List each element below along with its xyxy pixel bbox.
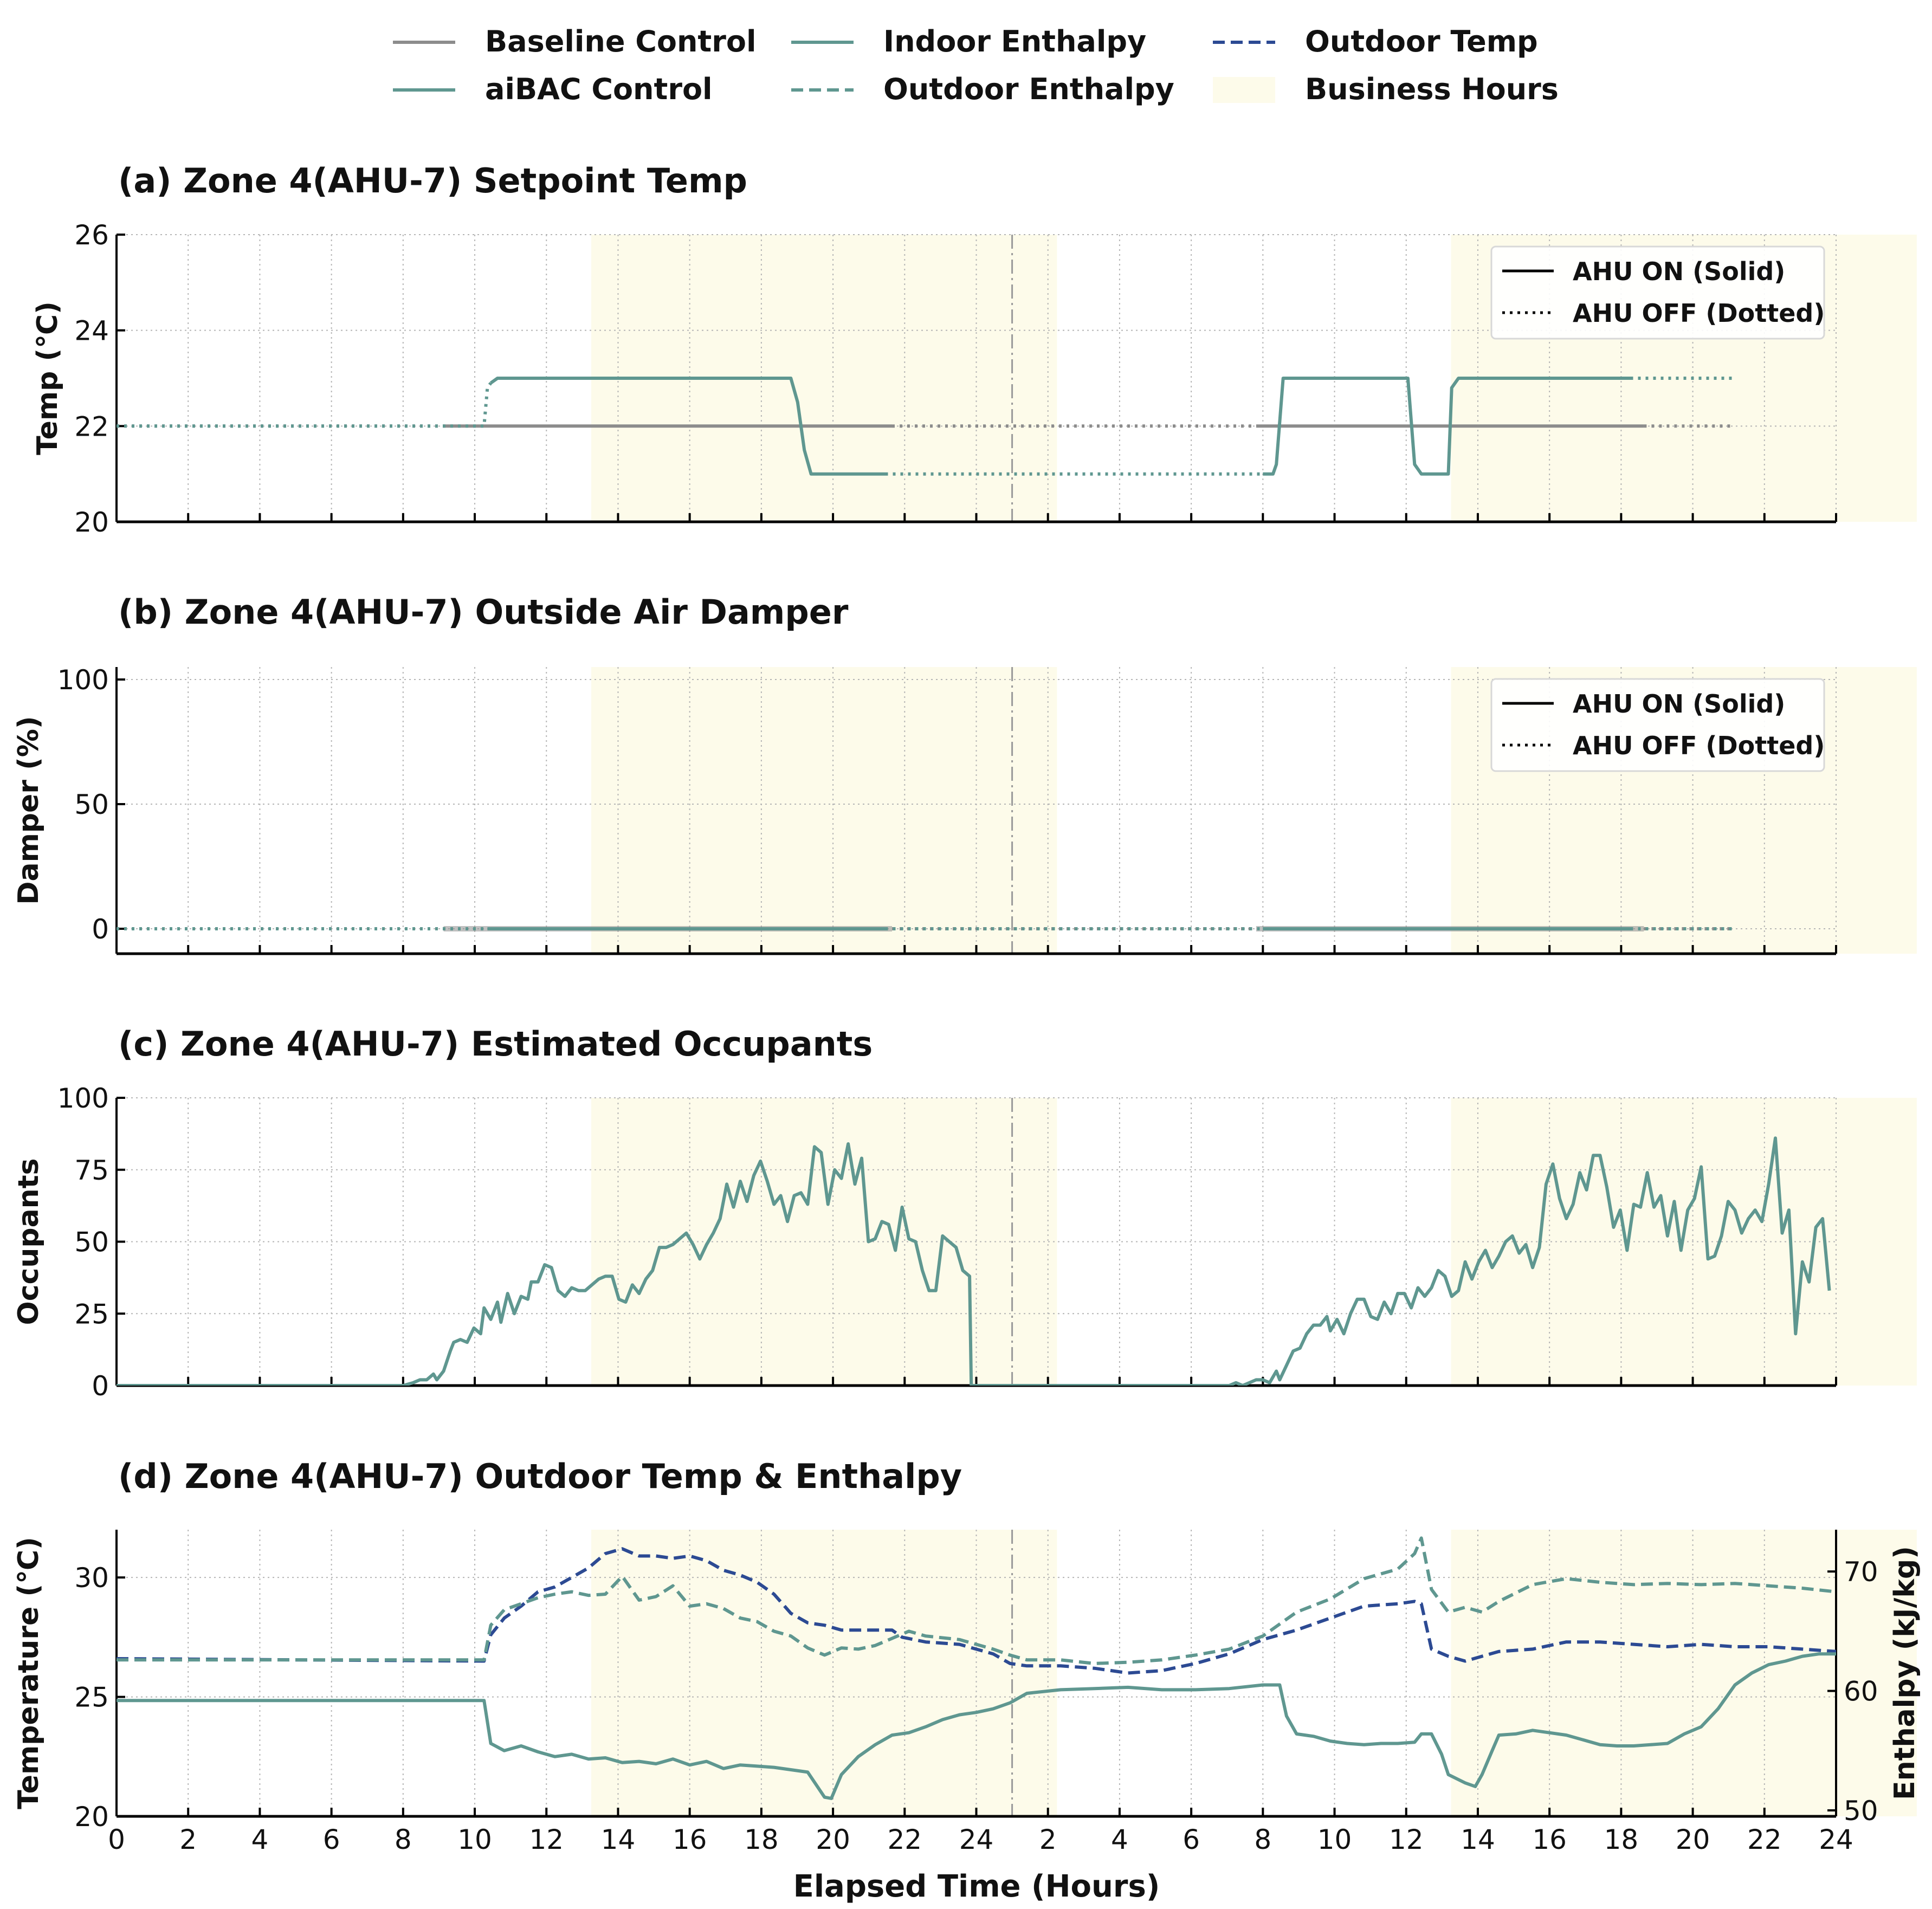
x-tick-label: 16 [1532,1824,1567,1855]
legend-swatch [1213,77,1275,103]
ahu-off-label: AHU OFF (Dotted) [1573,731,1825,760]
series-line-aibac-control [1263,377,1631,476]
series-line-aibac-control [489,377,886,476]
legend-label: Indoor Enthalpy [883,24,1146,59]
x-tick-label: 14 [1461,1824,1495,1855]
legend-item: Business Hours [1213,72,1559,106]
x-tick-label: 2 [1039,1824,1057,1855]
y-tick-label: 22 [74,411,109,442]
legend-label: aiBAC Control [485,72,713,106]
panel-title: (b) Zone 4(AHU-7) Outside Air Damper [118,592,849,632]
y-axis-label: Damper (%) [12,716,45,904]
y-tick-label: 0 [92,914,109,945]
x-tick-label: 12 [1389,1824,1424,1855]
legend-item: Baseline Control [393,24,756,59]
ahu-legend: AHU ON (Solid) AHU OFF (Dotted) [1490,245,1825,340]
x-tick-label: 18 [1604,1824,1639,1855]
x-tick-label: 4 [251,1824,269,1855]
y-tick-label-right: 60 [1844,1676,1878,1707]
x-tick-label: 24 [1819,1824,1853,1855]
legend-label: Baseline Control [485,24,756,59]
x-axis-label: Elapsed Time (Hours) [793,1869,1160,1904]
ahu-off-label: AHU OFF (Dotted) [1573,299,1825,328]
x-tick-label: 10 [457,1824,492,1855]
y-tick-label: 25 [74,1298,109,1330]
x-tick-label: 6 [1183,1824,1200,1855]
y-tick-label: 30 [74,1562,109,1594]
legend-item: Outdoor Temp [1213,24,1538,59]
panel-title: (c) Zone 4(AHU-7) Estimated Occupants [118,1024,873,1064]
x-tick-label: 16 [673,1824,707,1855]
y-tick-label: 20 [74,507,109,538]
ahu-legend-box [1490,245,1825,340]
legend-label: Outdoor Temp [1305,24,1538,59]
series-line-outdoor-temp [117,1547,1836,1675]
y-tick-label: 100 [57,1083,109,1114]
series-group [117,377,1735,476]
y-tick-label: 50 [74,1227,109,1258]
ahu-on-label: AHU ON (Solid) [1573,257,1785,286]
y-tick-label: 0 [92,1370,109,1402]
legend-label: Outdoor Enthalpy [883,72,1174,106]
x-tick-label: 22 [1747,1824,1782,1855]
series-group [117,1536,1836,1800]
x-tick-label: 2 [179,1824,197,1855]
x-tick-label: 20 [816,1824,850,1855]
x-tick-label: 14 [601,1824,636,1855]
chart-panel: 0 50 100 (b) Zone 4(AHU-7) Outside Air Damp… [12,592,1917,955]
series-line-aibac-control [117,382,493,428]
x-tick-label: 0 [108,1824,125,1855]
business-hours-band [591,1530,1057,1816]
y-tick-label: 26 [74,219,109,251]
series-group [117,1136,1831,1386]
panel-title: (d) Zone 4(AHU-7) Outdoor Temp & Enthalp… [118,1457,962,1496]
x-tick-label: 10 [1317,1824,1352,1855]
y-axis-label: Occupants [12,1158,45,1325]
x-tick-label: 18 [744,1824,779,1855]
y-tick-label: 24 [74,315,109,347]
y-tick-label: 50 [74,789,109,820]
x-tick-label: 8 [395,1824,412,1855]
y-tick-label-right: 50 [1844,1795,1878,1827]
legend: Baseline Control aiBAC Control Indoor Enth… [393,24,1559,106]
x-tick-label: 6 [323,1824,340,1855]
ahu-legend: AHU ON (Solid) AHU OFF (Dotted) [1490,678,1825,772]
x-tick-label: 24 [959,1824,994,1855]
y-axis-label-right: Enthalpy (kJ/kg) [1889,1546,1921,1800]
series-line-indoor-enthalpy [117,1652,1836,1800]
y-axis-label: Temp (℃) [31,301,64,455]
y-axis-label: Temperature (℃) [12,1537,45,1809]
y-tick-label: 100 [57,664,109,696]
x-tick-label: 12 [529,1824,564,1855]
legend-item: Outdoor Enthalpy [791,72,1174,106]
x-tick-label: 20 [1676,1824,1710,1855]
y-tick-label: 25 [74,1682,109,1713]
y-tick-label: 20 [74,1801,109,1833]
series-line-outdoor-enthalpy [117,1536,1836,1665]
x-tick-label: 4 [1111,1824,1128,1855]
ahu-legend-box [1490,678,1825,772]
series-line-aibac-control [117,1136,1831,1386]
y-tick-label-right: 70 [1844,1556,1878,1588]
x-tick-label: 8 [1254,1824,1271,1855]
y-tick-label: 75 [74,1155,109,1186]
panel-title: (a) Zone 4(AHU-7) Setpoint Temp [118,161,747,200]
x-tick-label: 22 [887,1824,922,1855]
chart-panel: 20 22 24 26 (a) Zone 4(AHU-7) Setpoint Temp T… [31,161,1917,538]
business-hours-band [1451,1530,1917,1816]
legend-item: Indoor Enthalpy [791,24,1146,59]
business-hours-band [591,667,1057,954]
legend-item: aiBAC Control [393,72,713,106]
ahu-on-label: AHU ON (Solid) [1573,689,1785,719]
legend-label: Business Hours [1305,72,1559,106]
chart-panel: 0 25 50 75 100 (c) Zone 4(AHU-7) Estimated Oc… [12,1024,1917,1402]
chart-panel: 0 2 4 6 8 10 12 14 16 18 20 22 24 2 4 6 8 10 12 14 16 18 20 22 2… [12,1457,1921,1855]
